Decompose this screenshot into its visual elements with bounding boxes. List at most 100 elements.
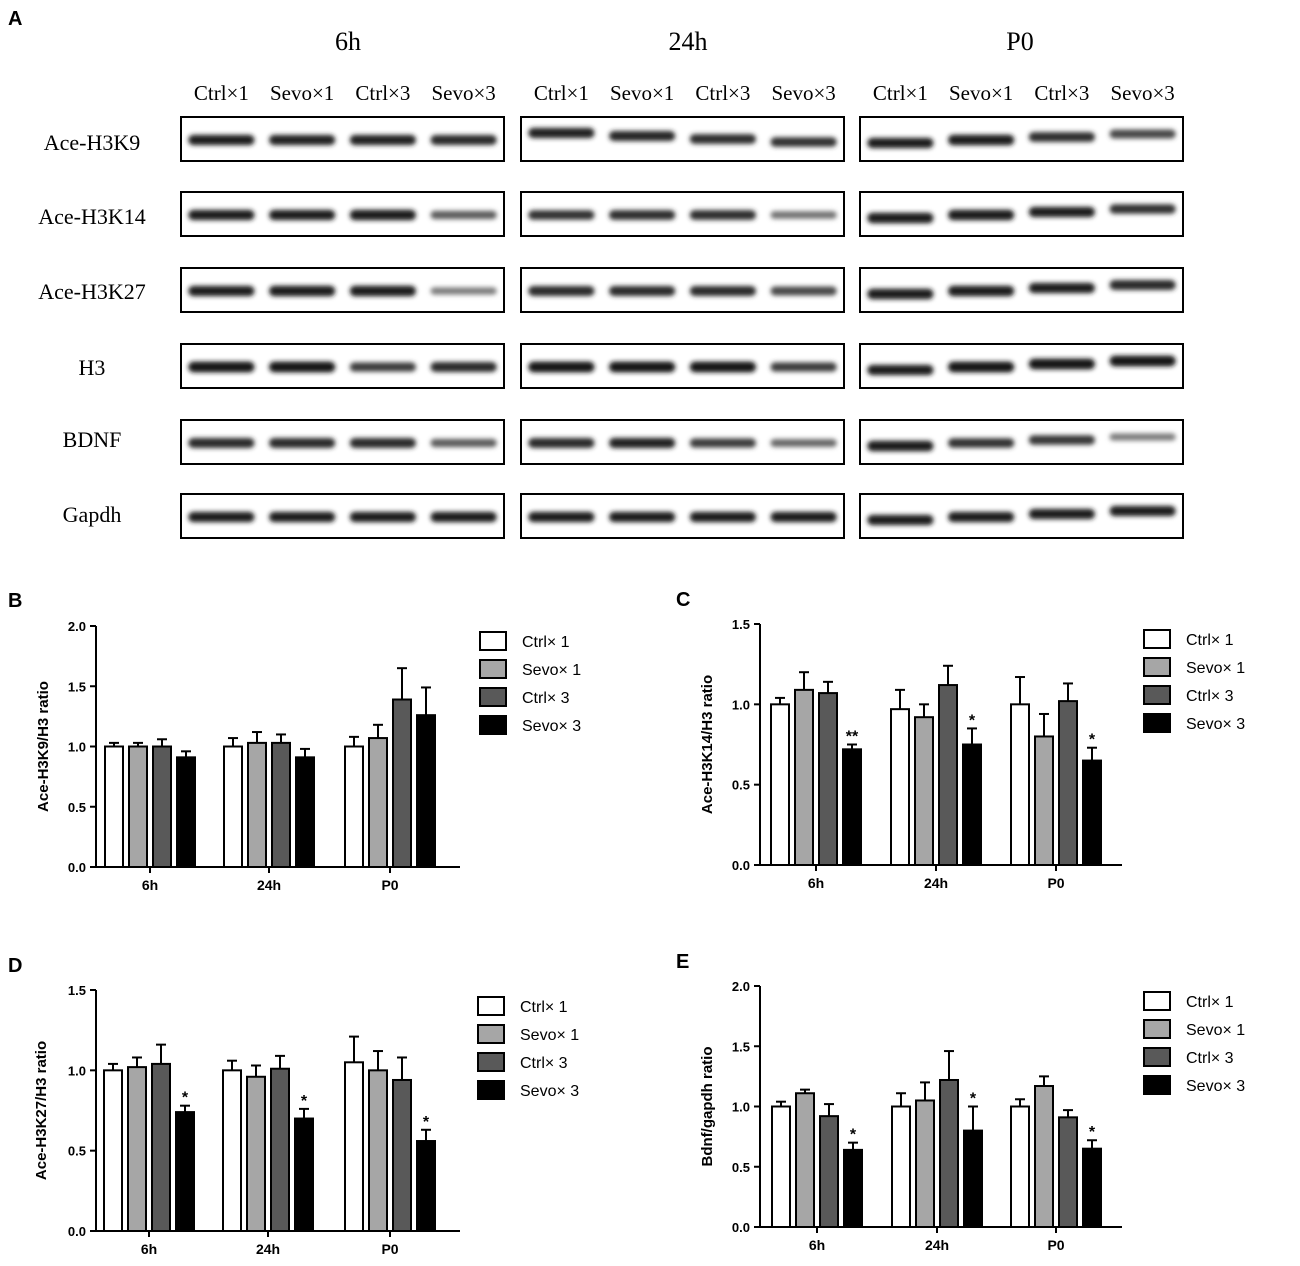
legend-label-sevox-1: Sevo× 1 (1186, 660, 1245, 677)
y-tick-label: 0.5 (68, 1144, 86, 1159)
bar-p0-sevox-1 (368, 1069, 388, 1233)
blot-band-ctrlx1 (867, 288, 934, 300)
bar-p0-sevox-3 (416, 714, 436, 868)
chart-panel-b: B 0.0 0.5 1.0 1.5 2.0 Ace-H3K9/H3 ratio 6h 24h P0… (8, 590, 581, 893)
significance-label: * (970, 1091, 977, 1108)
blot-lane-label-24h-sevox3: Sevo×3 (771, 81, 835, 105)
blot-band-ctrlx3 (349, 511, 416, 523)
y-tick-label: 1.0 (732, 1100, 750, 1115)
blot-band-sevox3 (430, 287, 497, 295)
blot-strip-ace-h3k9-24h (520, 116, 845, 162)
bar-24h-sevox-1 (246, 1075, 266, 1233)
blot-band-sevox3 (1109, 280, 1176, 290)
bar-24h-ctrlx-3 (938, 684, 958, 867)
blot-band-ctrlx3 (689, 134, 756, 144)
blot-strip-gapdh-6h (180, 493, 505, 539)
blot-band-sevox3 (430, 135, 497, 145)
blot-band-sevox1 (948, 285, 1015, 297)
bar-6h-ctrlx-3 (818, 692, 838, 866)
blot-band-sevox1 (269, 361, 336, 373)
y-tick-label: 1.0 (732, 697, 750, 712)
blot-band-sevox3 (1109, 355, 1176, 367)
y-tick-label: 1.5 (732, 617, 750, 632)
legend-label-ctrlx-3: Ctrl× 3 (522, 690, 570, 707)
bar-24h-ctrlx-1 (223, 745, 243, 868)
legend-swatch-sevox-3 (1143, 1075, 1171, 1095)
panel-letter-e: E (676, 951, 689, 973)
legend-swatch-ctrlx-1 (479, 631, 507, 651)
blot-band-sevox1 (948, 361, 1015, 373)
blot-band-ctrlx1 (867, 514, 934, 526)
significance-label: * (1089, 1124, 1096, 1141)
x-tick-label-6h: 6h (809, 1237, 825, 1253)
blot-band-sevox3 (430, 210, 497, 220)
blot-band-ctrlx1 (188, 361, 255, 373)
legend-swatch-ctrlx-3 (1143, 685, 1171, 705)
legend-swatch-ctrlx-1 (1143, 629, 1171, 649)
chart-panel-d: D 0.0 0.5 1.0 1.5 Ace-H3K27/H3 ratio 6h * 24h * P0… (8, 955, 579, 1257)
bar-6h-sevox-3 (175, 1111, 195, 1233)
blot-row-label-ace-h3k14: Ace-H3K14 (38, 204, 146, 229)
bar-p0-sevox-3 (1082, 759, 1102, 866)
bar-6h-ctrlx-1 (770, 703, 790, 866)
blot-band-ctrlx1 (188, 134, 255, 146)
x-tick-label-p0: P0 (381, 1241, 398, 1257)
blot-lane-label-6h-sevox1: Sevo×1 (270, 81, 334, 105)
blot-strip-gapdh-24h (520, 493, 845, 539)
blot-band-sevox3 (430, 362, 497, 372)
blot-band-sevox1 (269, 134, 336, 146)
y-tick-label: 2.0 (732, 979, 750, 994)
blot-strip-ace-h3k27-6h (180, 267, 505, 313)
blot-strip-bdnf-p0 (859, 419, 1184, 465)
blot-band-sevox1 (609, 511, 676, 523)
x-tick-label-24h: 24h (256, 1241, 280, 1257)
bar-charts: B 0.0 0.5 1.0 1.5 2.0 Ace-H3K9/H3 ratio 6h 24h P0… (8, 589, 1245, 1257)
blot-row-label-ace-h3k27: Ace-H3K27 (38, 279, 146, 304)
x-tick-label-6h: 6h (808, 875, 824, 891)
blot-band-ctrlx3 (349, 362, 416, 372)
blot-lane-label-6h-ctrlx1: Ctrl×1 (194, 81, 249, 105)
blot-band-ctrlx3 (1028, 206, 1095, 218)
legend-swatch-ctrlx-3 (1143, 1047, 1171, 1067)
bar-p0-ctrlx-3 (1058, 1116, 1078, 1228)
panel-letter-b: B (8, 590, 22, 612)
bar-6h-sevox-3 (176, 756, 196, 868)
blot-strip-ace-h3k14-24h (520, 191, 845, 237)
legend-label-sevox-1: Sevo× 1 (1186, 1022, 1245, 1039)
blot-band-ctrlx1 (867, 137, 934, 149)
y-axis-label: Ace-H3K27/H3 ratio (33, 1041, 50, 1180)
blot-band-ctrlx3 (1028, 132, 1095, 142)
blot-band-ctrlx3 (349, 134, 416, 146)
blot-lane-label-6h-sevox3: Sevo×3 (431, 81, 495, 105)
bar-6h-sevox-1 (794, 688, 814, 867)
blot-band-ctrlx1 (867, 212, 934, 224)
bar-24h-ctrlx-3 (271, 741, 291, 869)
y-tick-label: 0.0 (68, 1224, 86, 1239)
bar-24h-sevox-3 (294, 1117, 314, 1232)
legend-swatch-ctrlx-3 (479, 687, 507, 707)
blot-frame (859, 267, 1184, 313)
x-tick-label-24h: 24h (257, 877, 281, 893)
y-tick-label: 0.0 (732, 1220, 750, 1235)
blot-band-sevox1 (609, 286, 676, 296)
blot-row-label-bdnf: BDNF (63, 427, 122, 452)
panel-letter-c: C (676, 589, 690, 611)
x-tick-label-6h: 6h (141, 1241, 157, 1257)
y-tick-label: 2.0 (68, 619, 86, 634)
blot-band-sevox3 (430, 438, 497, 448)
blot-band-sevox3 (770, 137, 837, 147)
legend-label-ctrlx-3: Ctrl× 3 (1186, 1050, 1234, 1067)
legend-label-sevox-3: Sevo× 3 (1186, 1078, 1245, 1095)
blot-band-ctrlx1 (528, 127, 595, 139)
blot-lane-label-p0-ctrlx3: Ctrl×3 (1034, 81, 1089, 105)
blot-band-ctrlx1 (528, 210, 595, 220)
significance-label: * (969, 712, 976, 729)
blot-strip-bdnf-24h (520, 419, 845, 465)
blot-strip-h3-24h (520, 343, 845, 389)
legend-swatch-sevox-1 (1143, 657, 1171, 677)
bar-6h-ctrlx-1 (104, 745, 124, 868)
bar-p0-ctrlx-3 (392, 698, 412, 868)
blot-band-sevox1 (609, 437, 676, 449)
blot-band-ctrlx3 (689, 361, 756, 373)
chart-panel-c: C 0.0 0.5 1.0 1.5 Ace-H3K14/H3 ratio 6h ** 24h * P… (676, 589, 1245, 891)
